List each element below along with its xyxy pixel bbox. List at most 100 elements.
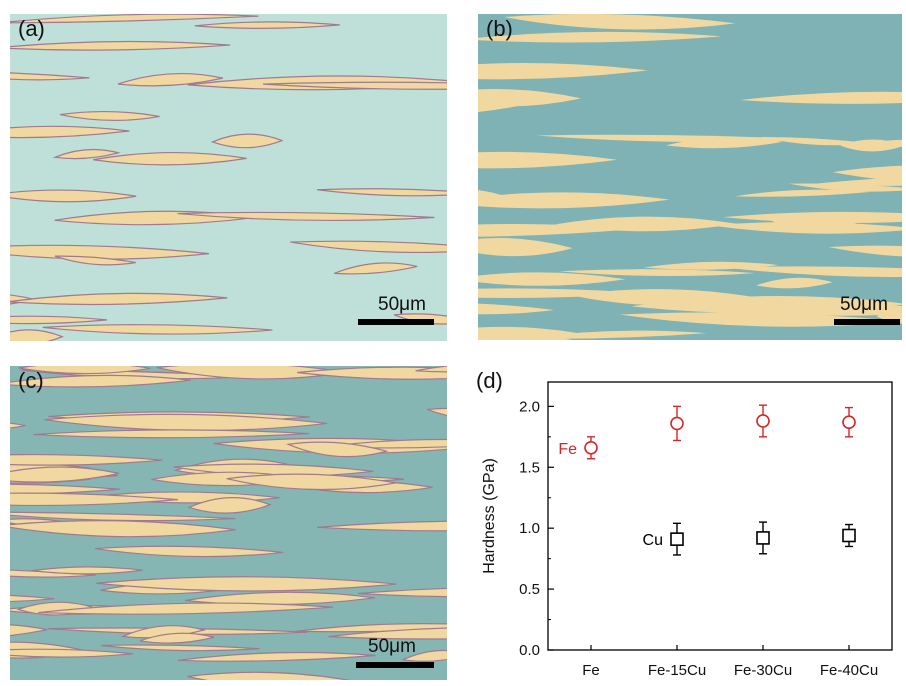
data-point-cu xyxy=(670,522,684,556)
micrograph-a-image xyxy=(10,14,447,341)
lamella xyxy=(10,520,236,538)
lamella xyxy=(400,649,447,662)
lamella xyxy=(415,366,447,373)
lamella xyxy=(478,31,722,43)
lamella xyxy=(10,483,120,496)
hardness-chart-svg: (d) 0.0 0.5 1.0 1.5 2.0 Fe Fe-15Cu Fe-30Cu Fe-40C… xyxy=(476,368,893,679)
y-tick-label: 1.5 xyxy=(519,459,540,476)
lamella xyxy=(42,324,273,335)
lamella xyxy=(54,255,136,266)
lamella xyxy=(478,89,581,107)
lamella xyxy=(177,651,376,662)
x-tick-label: Fe-40Cu xyxy=(820,662,878,679)
lamella xyxy=(139,632,215,644)
lamella xyxy=(94,545,284,558)
lamella xyxy=(18,366,151,375)
lamella xyxy=(187,671,351,680)
lamella xyxy=(10,189,137,203)
lamella xyxy=(10,594,55,603)
scale-bar-label-a: 50μm xyxy=(378,294,426,315)
lamella xyxy=(478,272,626,286)
y-tick-label: 0.5 xyxy=(519,581,540,598)
lamella xyxy=(739,91,902,104)
micrograph-c-image xyxy=(10,366,447,680)
lamella xyxy=(723,266,902,278)
lamella xyxy=(504,14,736,30)
lamella xyxy=(262,81,447,90)
lamella xyxy=(828,245,902,257)
lamella xyxy=(478,303,555,315)
lamella xyxy=(194,21,340,29)
series-label-cu: Cu xyxy=(643,532,663,549)
lamella xyxy=(10,374,191,388)
panel-label-c: (c) xyxy=(18,368,44,393)
y-axis-title: Hardness (GPa) xyxy=(481,458,498,574)
lamella xyxy=(59,110,160,121)
lamella xyxy=(10,492,179,507)
lamella xyxy=(10,453,163,466)
lamella xyxy=(10,624,48,637)
micrograph-b: (b) 50μm xyxy=(478,14,902,340)
lamella xyxy=(358,587,447,598)
hardness-chart: (d) 0.0 0.5 1.0 1.5 2.0 Fe Fe-15Cu Fe-30Cu Fe-40C… xyxy=(470,360,906,686)
lamella xyxy=(210,133,284,149)
lamella xyxy=(52,148,121,160)
lamella xyxy=(478,151,618,169)
lamella xyxy=(10,648,133,658)
scale-bar-label-b: 50μm xyxy=(840,294,888,315)
lamella xyxy=(31,566,143,575)
lamella xyxy=(44,413,328,432)
lamella xyxy=(334,262,418,275)
lamella xyxy=(96,576,397,592)
lamella xyxy=(643,261,779,270)
lamella xyxy=(187,497,272,514)
lamella xyxy=(478,99,521,112)
lamella xyxy=(38,602,333,615)
y-tick-label: 1.0 xyxy=(519,520,540,537)
lamella xyxy=(735,189,870,197)
lamella xyxy=(788,183,902,192)
lamella xyxy=(558,269,756,277)
x-tick-label: Fe xyxy=(582,662,600,679)
data-point-fe xyxy=(670,405,684,442)
lamella xyxy=(666,137,783,149)
data-point-fe xyxy=(842,406,856,438)
lamella xyxy=(478,237,573,257)
lamella xyxy=(10,315,108,325)
micrograph-c: (c) 50μm xyxy=(10,366,447,680)
micrograph-b-image xyxy=(478,14,902,340)
lamella xyxy=(840,139,902,152)
lamella xyxy=(555,216,737,232)
lamella xyxy=(10,569,96,578)
lamella xyxy=(10,511,236,522)
lamella xyxy=(478,63,648,80)
series-label-fe: Fe xyxy=(558,441,577,458)
lamella xyxy=(101,644,260,652)
matrix-background xyxy=(10,14,447,341)
plot-frame xyxy=(547,381,893,651)
lamella xyxy=(478,192,670,209)
data-point-cu xyxy=(756,521,770,555)
scale-bar-b xyxy=(834,319,900,325)
lamella xyxy=(10,422,26,429)
y-tick-label: 0.0 xyxy=(519,642,540,659)
lamella xyxy=(317,520,447,532)
lamella xyxy=(805,177,902,186)
lamella xyxy=(120,625,207,639)
lamella xyxy=(619,312,902,327)
data-point-fe xyxy=(756,404,770,438)
data-point-cu xyxy=(842,523,856,548)
lamella xyxy=(317,188,447,197)
lamella xyxy=(760,137,871,146)
scale-bar-a xyxy=(358,319,434,325)
lamella xyxy=(117,72,224,87)
lamella xyxy=(297,366,447,380)
lamella xyxy=(10,466,120,483)
lamella xyxy=(285,441,389,458)
lamella xyxy=(10,14,259,24)
panel-label-b: (b) xyxy=(486,16,513,41)
lamella xyxy=(10,125,130,139)
lamella xyxy=(10,40,231,51)
data-point-fe xyxy=(584,436,598,460)
x-tick-label: Fe-30Cu xyxy=(734,662,792,679)
